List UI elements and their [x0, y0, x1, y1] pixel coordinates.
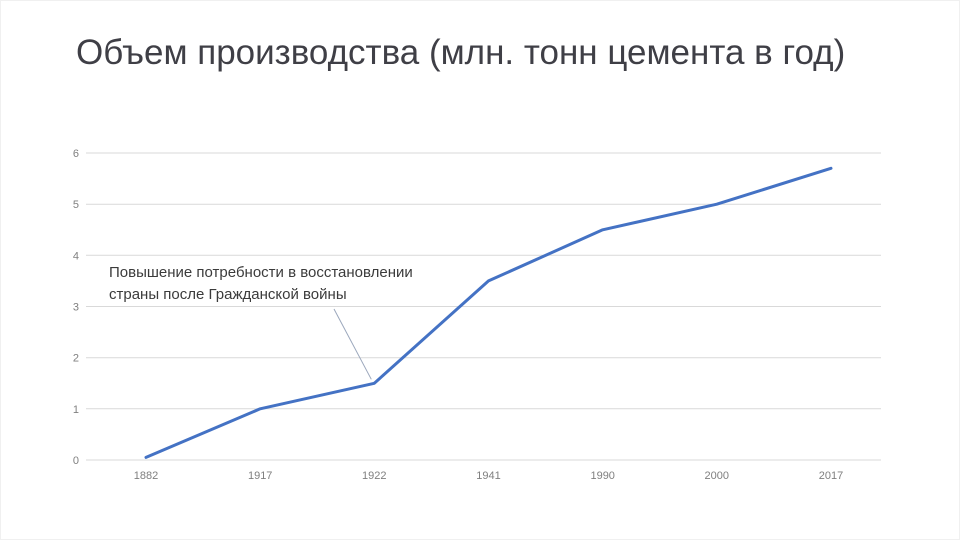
slide-title: Объем производства (млн. тонн цемента в …: [76, 33, 846, 72]
y-tick-label: 3: [73, 302, 79, 314]
y-tick-label: 5: [73, 199, 79, 211]
x-tick-label: 1882: [134, 470, 158, 482]
x-tick-label: 2000: [705, 470, 729, 482]
y-tick-label: 1: [73, 404, 79, 416]
x-tick-label: 1917: [248, 470, 272, 482]
annotation-leader-line: [333, 308, 372, 380]
data-line: [144, 166, 833, 459]
x-tick-label: 1941: [476, 470, 500, 482]
x-tick-label: 2017: [819, 470, 843, 482]
x-tick-label: 1990: [590, 470, 614, 482]
y-tick-label: 0: [73, 455, 79, 467]
chart-annotation: Повышение потребности в восстановлении с…: [109, 264, 413, 303]
y-tick-label: 2: [73, 353, 79, 365]
x-tick-label: 1922: [362, 470, 386, 482]
y-tick-label: 4: [73, 250, 79, 262]
y-tick-label: 6: [73, 148, 79, 160]
